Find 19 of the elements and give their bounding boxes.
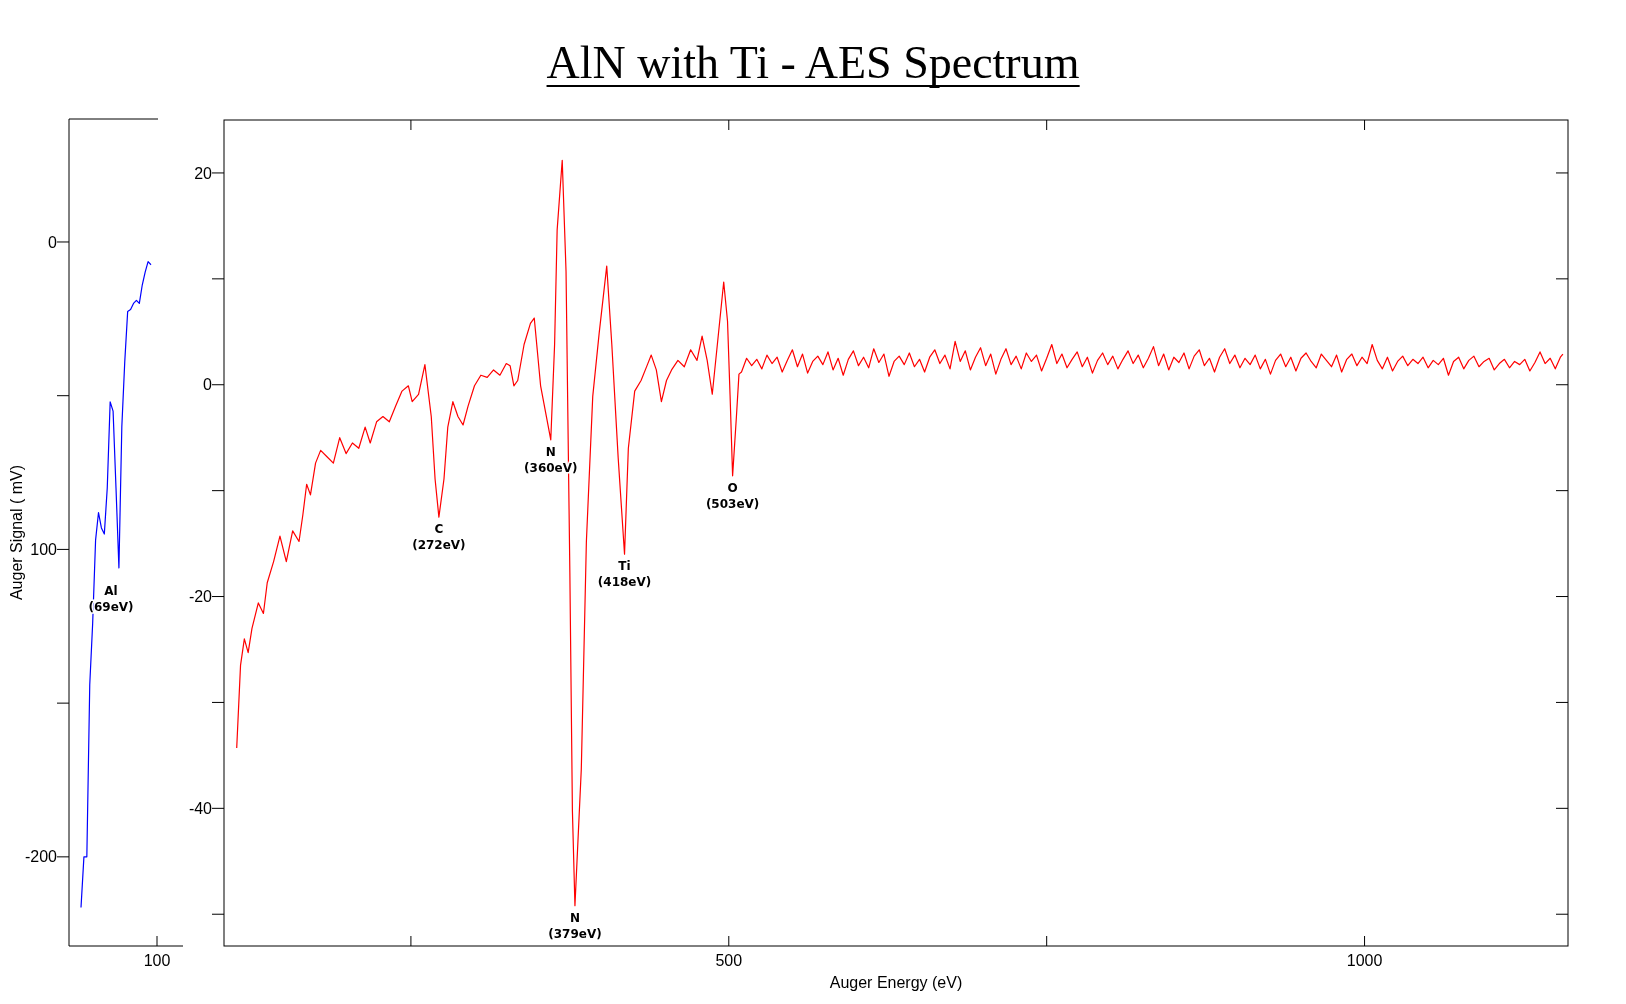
chart-title: AlN with Ti - AES Spectrum — [546, 37, 1080, 88]
line-series — [80, 261, 152, 909]
x-tick-label: 1000 — [1346, 952, 1383, 969]
y-axis-title: Auger Signal ( mV) — [8, 464, 25, 601]
x-tick-label: 500 — [715, 952, 743, 969]
y-tick-label: -20 — [188, 588, 213, 606]
annotation: Ti (418eV) — [597, 559, 652, 590]
x-axis-title: Auger Energy (eV) — [829, 974, 963, 991]
text: 100 — [143, 952, 171, 969]
y-tick-label: -200 — [24, 848, 58, 866]
annotation: N (379eV) — [548, 910, 602, 941]
annotation: O (503eV) — [705, 480, 760, 511]
y-tick-label: -40 — [188, 799, 213, 817]
y-tick-label: 0 — [203, 376, 213, 394]
line-series — [236, 159, 1564, 907]
y-tick-label: 0 — [48, 233, 58, 251]
annotation: C (272eV) — [412, 522, 466, 553]
y-tick-label: 20 — [194, 164, 213, 182]
y-tick-label: 100 — [30, 541, 58, 559]
